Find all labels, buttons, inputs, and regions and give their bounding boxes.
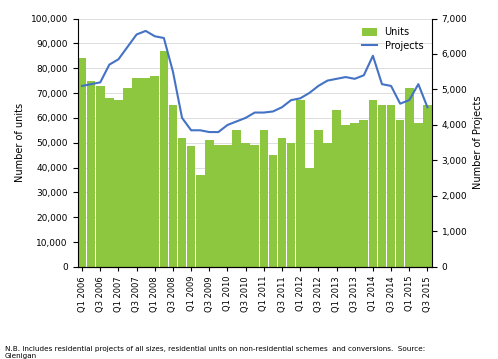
- Bar: [123, 88, 132, 267]
- Bar: [351, 123, 359, 267]
- Bar: [205, 140, 214, 267]
- Bar: [242, 143, 250, 267]
- Bar: [396, 120, 404, 267]
- Bar: [78, 58, 86, 267]
- Bar: [96, 85, 105, 267]
- Bar: [250, 145, 259, 267]
- Bar: [323, 143, 332, 267]
- Bar: [405, 88, 413, 267]
- Bar: [223, 145, 232, 267]
- Bar: [268, 155, 277, 267]
- Bar: [360, 120, 368, 267]
- Bar: [132, 78, 141, 267]
- Bar: [296, 101, 304, 267]
- Bar: [423, 106, 432, 267]
- Y-axis label: Number of Projects: Number of Projects: [473, 96, 483, 190]
- Bar: [341, 125, 350, 267]
- Bar: [387, 106, 395, 267]
- Bar: [369, 101, 377, 267]
- Bar: [141, 78, 150, 267]
- Bar: [377, 106, 386, 267]
- Bar: [232, 130, 241, 267]
- Bar: [187, 146, 195, 267]
- Bar: [278, 138, 286, 267]
- Bar: [169, 106, 177, 267]
- Bar: [332, 111, 341, 267]
- Bar: [305, 168, 314, 267]
- Bar: [87, 81, 96, 267]
- Bar: [105, 98, 114, 267]
- Y-axis label: Number of units: Number of units: [15, 103, 25, 182]
- Bar: [178, 138, 186, 267]
- Bar: [414, 123, 423, 267]
- Bar: [314, 130, 323, 267]
- Bar: [287, 143, 295, 267]
- Bar: [196, 175, 205, 267]
- Bar: [150, 76, 159, 267]
- Bar: [114, 101, 123, 267]
- Text: N.B. Includes residential projects of all sizes, residential units on non-reside: N.B. Includes residential projects of al…: [5, 346, 425, 359]
- Bar: [259, 130, 268, 267]
- Bar: [159, 51, 168, 267]
- Bar: [214, 145, 223, 267]
- Legend: Units, Projects: Units, Projects: [359, 23, 427, 55]
